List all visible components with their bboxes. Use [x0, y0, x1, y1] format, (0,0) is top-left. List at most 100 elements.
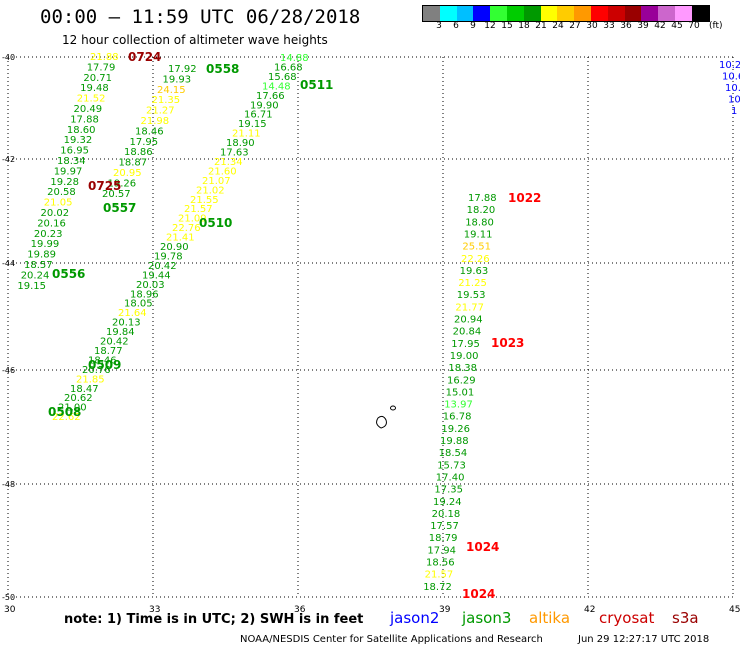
pass-time-label: 0557 — [103, 201, 136, 215]
longitude-label: 30 — [4, 605, 16, 615]
wave-height-value: 10 — [728, 95, 740, 106]
wave-height-value: 21.64 — [118, 308, 147, 319]
wave-height-value: 17.35 — [434, 485, 463, 496]
color-scale-tick-label: 24 — [552, 21, 564, 31]
generated-time: Jun 29 12:27:17 UTC 2018 — [578, 634, 710, 645]
credit-text: NOAA/NESDIS Center for Satellite Applica… — [240, 634, 543, 645]
color-scale-tick-label: 45 — [671, 21, 683, 31]
wave-height-value: 19.15 — [17, 281, 46, 292]
wave-height-value: 21.52 — [77, 94, 106, 105]
wave-height-value: 22.26 — [461, 254, 490, 265]
wave-height-value: 19.97 — [54, 166, 83, 177]
wave-height-value: 19.99 — [31, 239, 60, 250]
color-scale-swatch — [658, 6, 675, 21]
wave-height-value: 19.88 — [440, 436, 469, 447]
color-scale-swatch — [590, 6, 608, 21]
latitude-label: -46 — [2, 366, 15, 375]
wave-height-value: 20.49 — [74, 104, 103, 115]
wave-height-value: 19.00 — [450, 351, 479, 362]
wave-height-value: 18.72 — [423, 582, 452, 593]
wave-height-value: 20.42 — [148, 261, 177, 272]
wave-height-value: 20.13 — [112, 318, 141, 329]
color-scale-swatch — [456, 6, 474, 21]
color-scale-tick-label: 30 — [586, 21, 598, 31]
pass-time-label: 0725 — [88, 179, 121, 193]
wave-height-value: 14.88 — [280, 53, 309, 64]
pass-time-label: 0556 — [52, 267, 85, 281]
wave-height-value: 17.57 — [430, 521, 459, 532]
map-title: 00:00 – 11:59 UTC 06/28/2018 — [40, 6, 361, 28]
wave-height-value: 20.76 — [82, 365, 111, 376]
color-scale-tick-label: 39 — [637, 21, 649, 31]
color-scale-swatch — [641, 6, 659, 21]
wave-height-value: 20.84 — [453, 327, 482, 338]
wave-height-value: 19.90 — [250, 100, 279, 111]
wave-height-value: 19.63 — [460, 266, 489, 277]
color-scale-swatch — [540, 6, 558, 21]
wave-height-value: 17.40 — [436, 472, 465, 483]
wave-height-value: 16.68 — [274, 62, 303, 73]
wave-height-value: 16.78 — [443, 412, 472, 423]
wave-height-value: 22.76 — [172, 223, 201, 234]
wave-height-value: 21.88 — [90, 52, 119, 63]
wave-height-value: 19.15 — [238, 119, 267, 130]
satellite-jason3-label: jason3 — [462, 609, 512, 627]
latitude-label: -44 — [2, 259, 15, 268]
color-scale-tick-label: 21 — [535, 21, 547, 31]
wave-height-value: 18.20 — [467, 205, 496, 216]
wave-height-value: 10.2 — [719, 60, 740, 71]
wave-height-value: 19.48 — [80, 83, 109, 94]
wave-height-value: 20.16 — [37, 218, 66, 229]
color-scale-tick-label: 6 — [453, 21, 459, 31]
wave-height-value: 19.53 — [457, 290, 486, 301]
wave-height-value: 13.97 — [444, 400, 473, 411]
wave-height-value: 18.79 — [429, 533, 458, 544]
wave-height-value: 21.27 — [146, 106, 175, 117]
wave-height-value: 17.66 — [256, 91, 285, 102]
color-scale-swatch — [490, 6, 507, 21]
color-scale-swatch — [574, 6, 591, 21]
color-scale-swatch — [607, 6, 625, 21]
wave-height-value: 21.02 — [196, 185, 225, 196]
color-scale-tick-label: 9 — [470, 21, 476, 31]
color-scale-swatch — [506, 6, 524, 21]
wave-height-value: 18.05 — [124, 299, 153, 310]
wave-height-value: 20.57 — [102, 189, 131, 200]
wave-height-value: 19.28 — [50, 177, 79, 188]
wave-height-value: 17.94 — [427, 545, 456, 556]
wave-height-value: 20.62 — [64, 393, 93, 404]
wave-height-value: 21.00 — [58, 403, 87, 414]
wave-height-value: 19.26 — [441, 424, 470, 435]
color-scale-swatch — [439, 6, 457, 21]
wave-height-value: 19.11 — [464, 229, 493, 240]
wave-height-value: 20.18 — [432, 509, 461, 520]
wave-height-value: 18.56 — [426, 558, 455, 569]
wave-height-value: 17.95 — [451, 339, 480, 350]
pass-time-label: 1024 — [466, 540, 499, 554]
wave-height-value: 18.54 — [439, 448, 468, 459]
wave-height-value: 21.57 — [425, 570, 454, 581]
pass-time-label: 0558 — [206, 62, 239, 76]
wave-height-value: 18.34 — [57, 156, 86, 167]
wave-height-value: 15.73 — [437, 460, 466, 471]
wave-height-value: 21.60 — [208, 166, 237, 177]
wave-height-value: 21.11 — [232, 129, 261, 140]
wave-height-value: 19.24 — [433, 497, 462, 508]
color-scale-swatch — [523, 6, 541, 21]
color-scale-tick-label: 3 — [436, 21, 442, 31]
wave-height-value: 17.92 — [168, 64, 197, 75]
wave-height-value: 25.51 — [462, 242, 491, 253]
pass-time-label: 1022 — [508, 191, 541, 205]
wave-height-value: 20.24 — [21, 270, 50, 281]
wave-height-value: 21.55 — [190, 195, 219, 206]
wave-height-value: 21.25 — [458, 278, 487, 289]
color-scale-ticks: 3 6 9 12 15 18 21 24 27 30 33 36 39 42 45 70 — [422, 21, 732, 35]
wave-height-value: 18.46 — [135, 126, 164, 137]
wave-height-value: 21.34 — [214, 157, 243, 168]
wave-height-value: 16.95 — [60, 146, 89, 157]
pass-time-label: 0508 — [48, 405, 81, 419]
wave-height-value: 15.01 — [446, 387, 475, 398]
pass-time-label: 0511 — [300, 78, 333, 92]
wave-height-value: 10. — [725, 83, 740, 94]
